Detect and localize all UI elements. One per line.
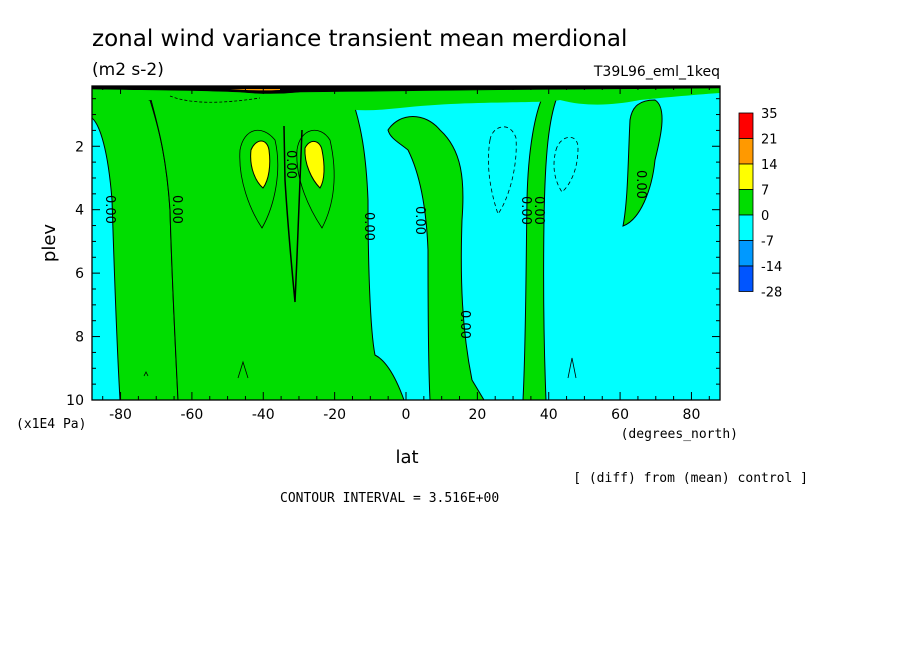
contour-line-south-1 — [239, 129, 279, 229]
x-tick-labels: -80 -60 -40 -20 0 20 40 60 80 — [109, 407, 700, 423]
positive-region-tropics — [387, 116, 485, 400]
y-tick-label: 8 — [75, 330, 84, 346]
plot-area — [92, 86, 720, 400]
colorbar-swatch — [738, 189, 754, 216]
x-tick-label: 60 — [611, 407, 629, 423]
zero-contour-label: 0.00 — [361, 212, 376, 241]
x-tick-label: -80 — [109, 407, 132, 423]
x-tick-label: -40 — [252, 407, 275, 423]
zero-contour-label: 0.00 — [412, 206, 427, 235]
x-axis-label: lat — [395, 447, 418, 468]
contour-small-south — [237, 360, 249, 379]
colorbar-swatch — [738, 214, 754, 241]
zero-contour-label: 0.00 — [283, 150, 298, 179]
x-tick-label: -60 — [180, 407, 203, 423]
x-tick-label: 40 — [540, 407, 558, 423]
y-axis-ticks — [92, 98, 720, 401]
contour-dashed-north-1 — [488, 126, 517, 215]
colorbar-swatch — [738, 265, 754, 292]
zero-contour-label: 0.00 — [102, 195, 117, 224]
y-axis-units: (x1E4 Pa) — [16, 417, 86, 432]
zero-contour-labels: 0.00 0.00 0.00 0.00 0.00 0.00 0.00 0.00 … — [102, 150, 648, 339]
x-tick-label: 80 — [683, 407, 701, 423]
x-tick-label: -20 — [323, 407, 346, 423]
y-tick-labels: 2 4 6 8 10 — [66, 139, 84, 409]
top-stratosphere-strip — [230, 89, 280, 91]
zero-contour-label: 0.00 — [169, 195, 184, 224]
x-axis-ticks — [102, 86, 710, 400]
contour-small-dot — [143, 371, 149, 377]
colorbar-swatch — [738, 138, 754, 165]
y-tick-label: 10 — [66, 393, 84, 409]
chart-title: zonal wind variance transient mean merdi… — [92, 26, 627, 52]
colorbar-label: 0 — [761, 209, 769, 224]
contour-line-center — [283, 125, 303, 303]
contour-dashed-north-2 — [553, 136, 579, 193]
colorbar-label: 14 — [761, 158, 778, 173]
zero-contour-label: 0.00 — [531, 196, 546, 225]
colorbar-swatch — [738, 240, 754, 267]
contour-interval: CONTOUR INTERVAL = 3.516E+00 — [280, 491, 499, 506]
colorbar-label: -7 — [761, 235, 774, 250]
colorbar-label: 7 — [761, 184, 769, 199]
colorbar-label: -14 — [761, 260, 782, 275]
contour-small-north — [567, 357, 577, 379]
x-axis-units: (degrees_north) — [621, 427, 738, 442]
x-tick-label: 20 — [468, 407, 486, 423]
y-tick-label: 4 — [75, 203, 84, 219]
maximum-south-2 — [304, 141, 325, 189]
diff-note: [ (diff) from (mean) control ] — [573, 471, 808, 486]
contour-line-south-2 — [296, 129, 335, 229]
colorbar-label: 35 — [761, 107, 778, 122]
y-tick-label: 6 — [75, 266, 84, 282]
maximum-south-1 — [250, 140, 271, 189]
contour-dashed-top — [169, 95, 261, 103]
colorbar-swatch — [738, 112, 754, 139]
zero-contour-label: 0.00 — [633, 170, 648, 199]
colorbar: 35 21 14 7 0 -7 -14 -28 — [738, 107, 782, 301]
colorbar-label: -28 — [761, 286, 782, 301]
x-tick-label: 0 — [402, 407, 411, 423]
run-label: T39L96_eml_1keq — [593, 64, 720, 80]
colorbar-label: 21 — [761, 133, 778, 148]
y-axis-label: plev — [39, 224, 60, 263]
y-tick-label: 2 — [75, 139, 84, 155]
colorbar-swatch — [738, 163, 754, 190]
zero-contour-label: 0.00 — [518, 196, 533, 225]
zero-contour-label: 0.00 — [457, 310, 472, 339]
positive-region-north-high-lat — [622, 99, 663, 227]
chart-units: (m2 s-2) — [92, 60, 164, 80]
